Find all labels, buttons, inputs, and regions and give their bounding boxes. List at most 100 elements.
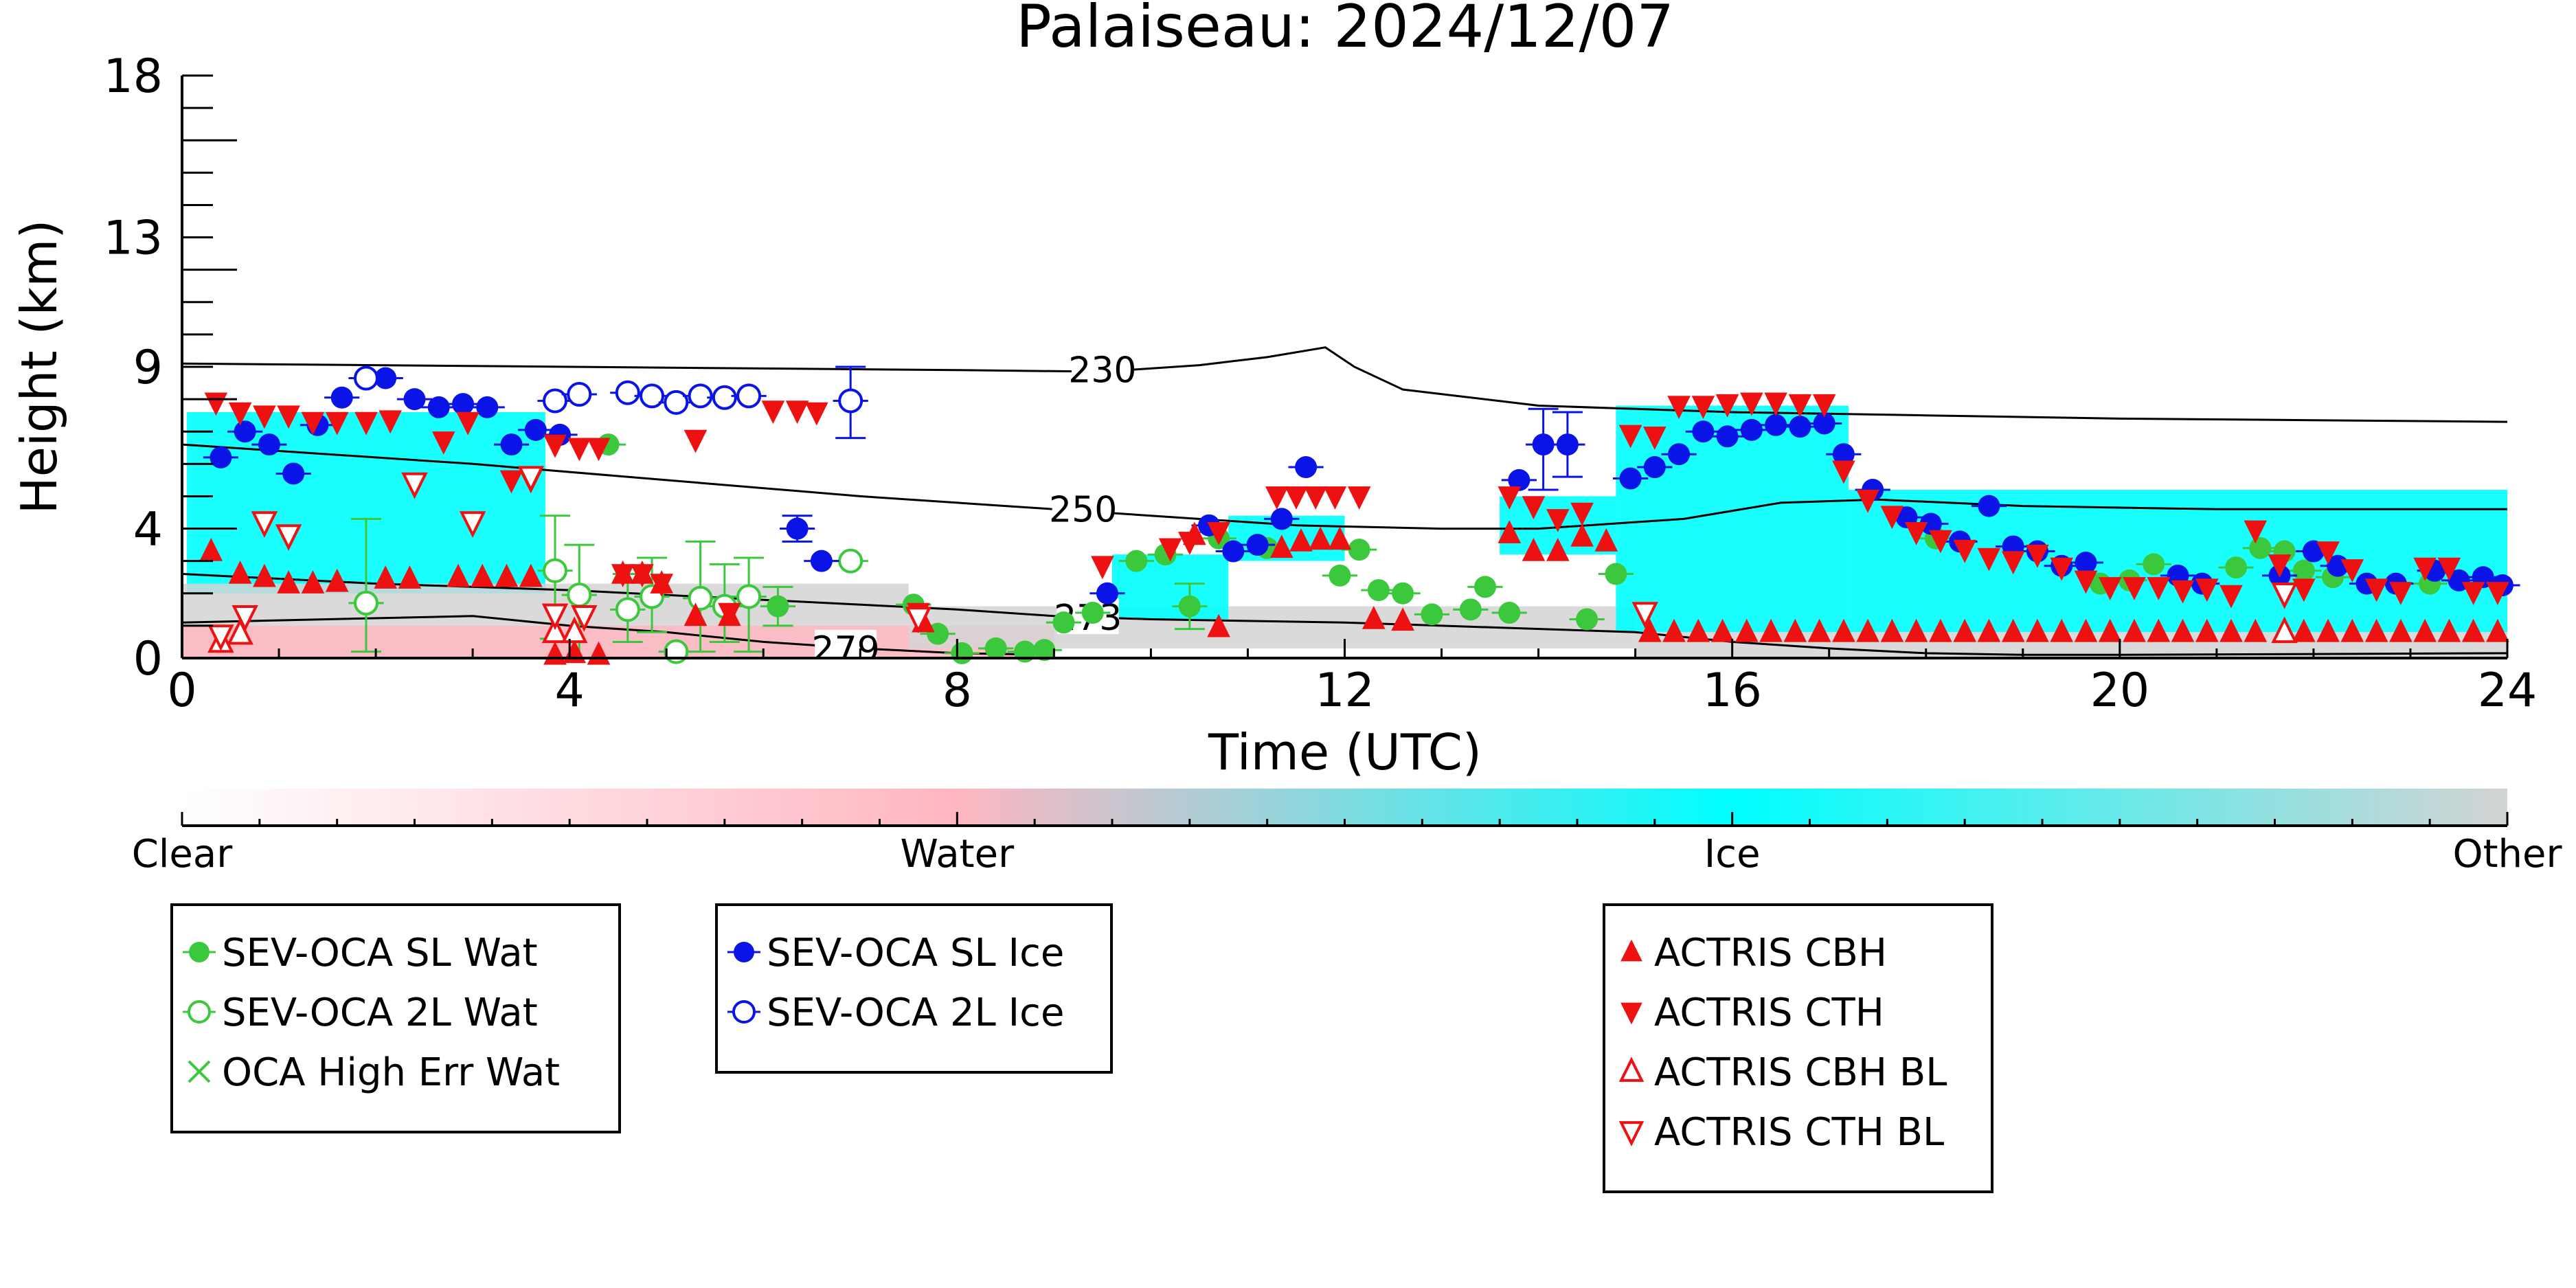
- marker-actris-cth-bl: [231, 605, 258, 632]
- marker-sev-oca-2l-ice: [615, 380, 640, 405]
- colorbar-label: Clear: [132, 832, 233, 877]
- marker-actris-cbh: [1391, 607, 1414, 631]
- marker-sev-oca-sl-ice: [1556, 433, 1579, 456]
- marker-sev-oca-sl-wat: [1178, 595, 1201, 618]
- marker-actris-cth: [718, 602, 741, 626]
- marker-actris-cth: [228, 402, 252, 426]
- marker-actris-cbh: [2316, 618, 2340, 642]
- marker-sev-oca-sl-ice: [1532, 433, 1555, 456]
- marker-actris-cbh: [1662, 618, 1686, 642]
- marker-actris-cbh: [1904, 618, 1928, 642]
- y-tick-label: 0: [133, 632, 163, 686]
- marker-sev-oca-2l-wat: [567, 583, 592, 608]
- marker-sev-oca-sl-ice: [1813, 412, 1835, 435]
- marker-sev-oca-sl-ice: [1978, 495, 2000, 517]
- marker-actris-cth-bl: [905, 607, 932, 633]
- marker-actris-cth: [2171, 580, 2195, 604]
- marker-sev-oca-sl-wat: [951, 642, 973, 664]
- marker-sev-oca-sl-wat: [1421, 603, 1443, 626]
- cloud-mask-ice: [1848, 490, 2507, 633]
- marker-sev-oca-sl-wat: [1125, 550, 1148, 572]
- x-tick-label: 4: [555, 664, 585, 718]
- legend-box: [1603, 903, 1993, 1193]
- marker-actris-cbh: [1856, 618, 1879, 642]
- marker-actris-cbh-bl: [561, 616, 588, 644]
- marker-sev-oca-sl-ice: [500, 433, 523, 456]
- marker-sev-oca-sl-wat: [2249, 536, 2272, 559]
- marker-actris-cbh: [2147, 618, 2171, 642]
- marker-actris-cth: [2098, 577, 2122, 600]
- x-axis-label: Time (UTC): [1208, 723, 1482, 781]
- legends: SEV-OCA SL Wat SEV-OCA 2L Wat OCA High Err…: [170, 903, 1993, 1193]
- marker-actris-cbh: [2364, 618, 2388, 642]
- marker-actris-cth: [1177, 532, 1201, 555]
- marker-sev-oca-sl-ice: [1295, 456, 1318, 479]
- marker-actris-cth: [2195, 578, 2219, 602]
- marker-actris-cbh: [1686, 618, 1710, 642]
- marker-actris-cbh: [1759, 618, 1783, 642]
- marker-actris-cth: [683, 429, 708, 453]
- contour-label-bg: [815, 629, 877, 658]
- marker-sev-oca-2l-ice: [567, 382, 592, 407]
- marker-actris-cth: [2147, 577, 2171, 600]
- marker-sev-oca-sl-ice: [282, 462, 305, 485]
- marker-actris-cbh: [1953, 618, 1977, 642]
- marker-sev-oca-2l-wat: [838, 548, 863, 574]
- marker-actris-cth: [1977, 547, 2001, 572]
- legend-marker: [188, 1060, 211, 1083]
- marker-actris-cth: [2219, 585, 2243, 609]
- legend-label: OCA High Err Wat: [222, 1050, 560, 1095]
- legend-label: SEV-OCA SL Wat: [222, 931, 538, 975]
- marker-sev-oca-sl-ice: [330, 386, 353, 409]
- legend-marker: [189, 942, 210, 962]
- marker-sev-oca-2l-ice: [353, 365, 379, 391]
- marker-actris-cth: [431, 431, 455, 455]
- marker-sev-oca-sl-ice: [1619, 467, 1642, 490]
- x-tick-label: 20: [2090, 664, 2150, 718]
- marker-actris-cth: [1856, 489, 1879, 513]
- marker-actris-cth: [2292, 578, 2316, 602]
- marker-actris-cbh: [2413, 618, 2437, 642]
- marker-actris-cth: [1522, 496, 1546, 520]
- marker-actris-cth: [1953, 539, 1977, 563]
- marker-sev-oca-sl-ice: [1222, 540, 1245, 563]
- marker-actris-cth: [785, 400, 809, 425]
- marker-actris-cbh: [325, 568, 349, 592]
- marker-actris-cbh: [1498, 520, 1522, 543]
- marker-sev-oca-sl-ice: [786, 517, 809, 540]
- y-tick-label: 9: [133, 341, 163, 395]
- marker-actris-cbh: [301, 570, 325, 594]
- marker-actris-cth: [587, 438, 611, 462]
- marker-sev-oca-2l-ice: [838, 388, 863, 414]
- marker-actris-cth-bl: [207, 624, 234, 651]
- colorbar-label: Water: [901, 832, 1015, 877]
- marker-sev-oca-sl-ice: [1832, 443, 1855, 466]
- marker-sev-oca-sl-wat: [1348, 539, 1370, 561]
- marker-sev-oca-sl-ice: [427, 396, 450, 418]
- marker-actris-cth: [1207, 522, 1230, 545]
- marker-actris-cbh: [471, 563, 495, 587]
- marker-actris-cth: [2461, 582, 2485, 605]
- marker-actris-cth: [2050, 557, 2074, 581]
- marker-actris-cth: [301, 411, 325, 436]
- marker-sev-oca-2l-ice: [688, 383, 713, 409]
- contour-label-bg: [1071, 350, 1133, 387]
- contour-label: 279: [812, 629, 880, 670]
- marker-actris-cbh: [1783, 618, 1807, 642]
- axes: 0 4 8 12 16 20 24 0 4 9 13 18: [103, 49, 2537, 718]
- marker-sev-oca-sl-wat: [1329, 564, 1351, 587]
- marker-actris-cth: [1642, 427, 1667, 450]
- marker-actris-cth: [1285, 486, 1308, 510]
- legend-label: ACTRIS CTH: [1654, 991, 1884, 1035]
- marker-sev-oca-sl-wat: [1052, 611, 1075, 634]
- marker-actris-cth: [1764, 392, 1787, 416]
- marker-sev-oca-sl-wat: [1459, 598, 1482, 621]
- marker-actris-cth: [2340, 559, 2364, 583]
- marker-sev-oca-sl-wat: [1033, 639, 1056, 662]
- marker-actris-cth: [2123, 577, 2146, 600]
- marker-actris-cth: [1740, 392, 1763, 416]
- marker-actris-cth: [354, 411, 378, 436]
- colorbar-label: Ice: [1704, 832, 1761, 877]
- marker-sev-oca-sl-wat: [1576, 608, 1598, 631]
